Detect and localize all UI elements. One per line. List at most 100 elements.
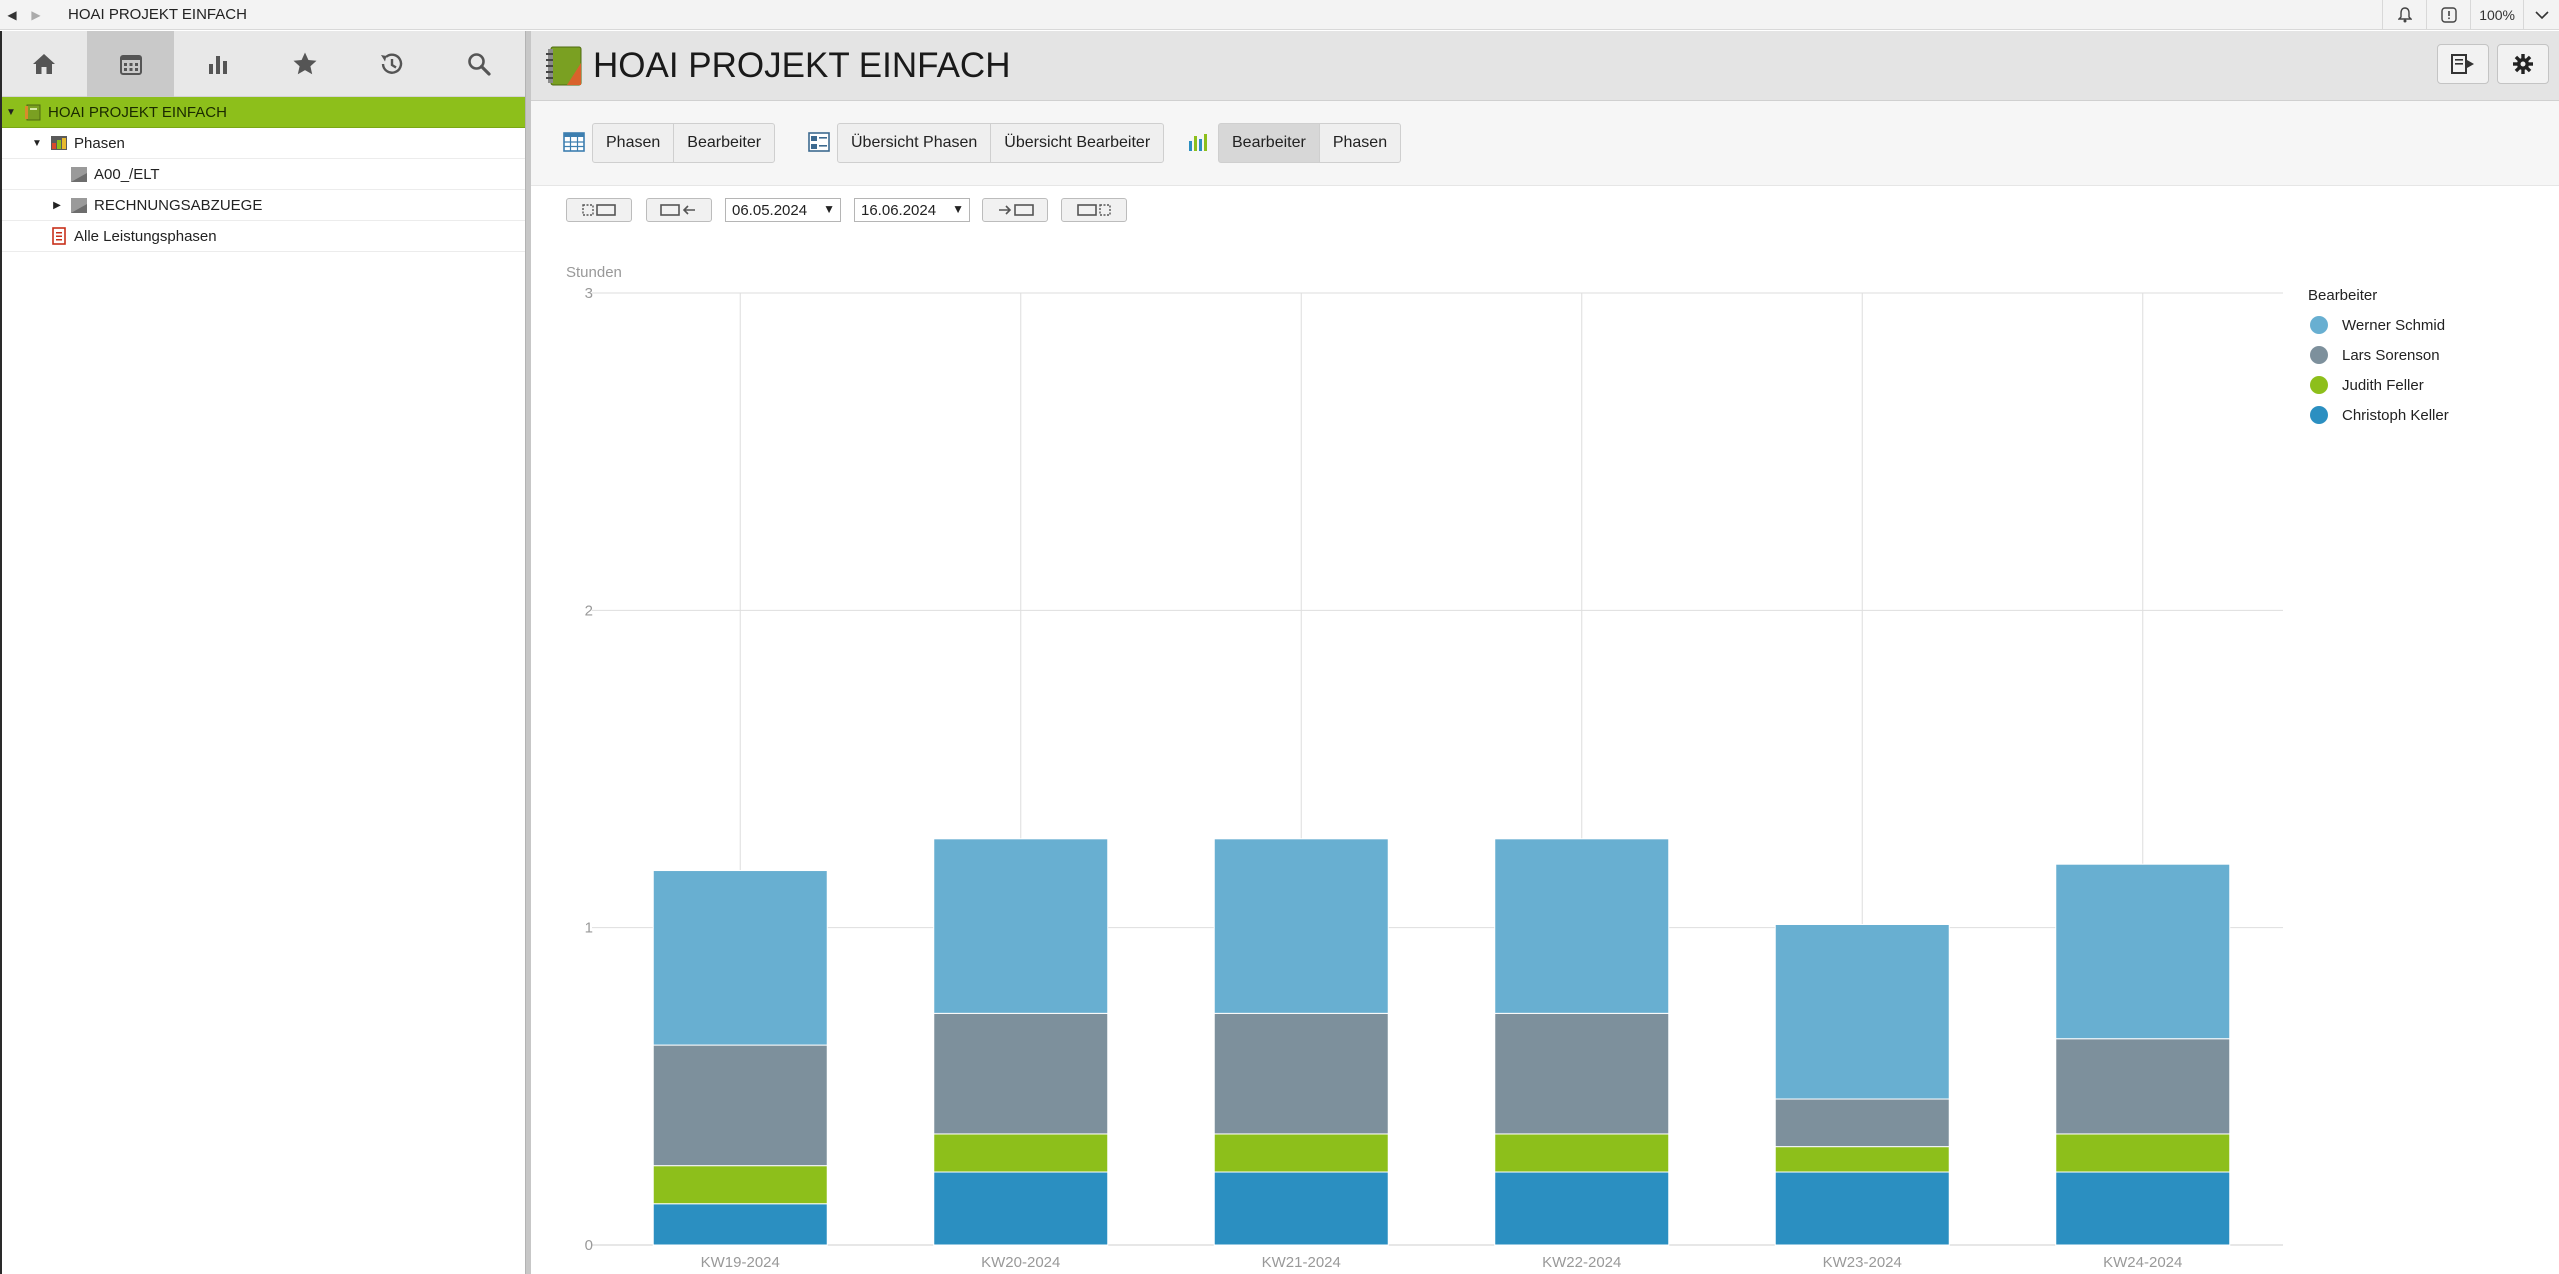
date-to-value: 16.06.2024 [861, 201, 937, 219]
x-tick-label: KW23-2024 [1823, 1254, 1902, 1271]
legend-swatch [2310, 406, 2328, 424]
bar-segment[interactable] [652, 1203, 828, 1246]
bar-segment[interactable] [1494, 838, 1670, 1014]
view-toolbar [531, 101, 2559, 186]
bar-segment[interactable] [2055, 1133, 2231, 1173]
date-from-value: 06.05.2024 [732, 201, 808, 219]
chart-view-group: Bearbeiter Phasen [1218, 123, 1402, 163]
expand-toggle-icon[interactable]: ▼ [6, 106, 16, 118]
legend-item[interactable]: Werner Schmid [2310, 310, 2449, 340]
forward-arrow-icon[interactable]: ▶ [31, 7, 41, 22]
x-tick-label: KW21-2024 [1262, 1254, 1341, 1271]
star-icon[interactable] [261, 31, 348, 97]
bar-segment[interactable] [2055, 1171, 2231, 1246]
zoom-level[interactable]: 100% [2470, 0, 2523, 30]
bar-segment[interactable] [1213, 1133, 1389, 1173]
tree-item-label: HOAI PROJEKT EINFACH [48, 103, 227, 121]
document-icon [50, 227, 68, 245]
export-button[interactable] [2437, 44, 2489, 84]
bell-icon[interactable] [2382, 0, 2426, 30]
previous-period-button[interactable] [646, 198, 712, 222]
overview-bearbeiter-button[interactable]: Übersicht Bearbeiter [990, 123, 1165, 163]
bar-segment[interactable] [933, 1133, 1109, 1173]
legend-label: Christoph Keller [2342, 406, 2449, 424]
chevron-down-icon: ▼ [823, 202, 835, 216]
tree-item-a00-elt[interactable]: A00_/ELT [0, 159, 525, 190]
table-view-group: Phasen Bearbeiter [592, 123, 776, 163]
overview-icon [808, 131, 832, 155]
bar-segment[interactable] [2055, 1038, 2231, 1135]
next-period-button[interactable] [982, 198, 1048, 222]
tree-item-project[interactable]: ▼ HOAI PROJEKT EINFACH [0, 97, 525, 128]
y-axis: 0 1 2 3 [585, 285, 593, 1254]
expand-toggle-icon[interactable]: ▶ [53, 199, 61, 211]
legend: Bearbeiter Werner Schmid Lars Sorenson Jud… [2308, 287, 2449, 430]
folder-icon [70, 196, 88, 214]
date-to-select[interactable]: 16.06.2024 ▼ [854, 198, 970, 222]
search-icon[interactable] [435, 31, 522, 97]
bar-segment[interactable] [1774, 1146, 1950, 1173]
x-tick-label: KW20-2024 [981, 1254, 1060, 1271]
x-tick-label: KW24-2024 [2103, 1254, 2182, 1271]
bar-segment[interactable] [652, 870, 828, 1046]
history-icon[interactable] [348, 31, 435, 97]
bar-segment[interactable] [1494, 1171, 1670, 1246]
calendar-icon[interactable] [87, 31, 174, 97]
legend-item[interactable]: Christoph Keller [2310, 400, 2449, 430]
legend-swatch [2310, 346, 2328, 364]
bar-segment[interactable] [1213, 838, 1389, 1014]
overview-phasen-button[interactable]: Übersicht Phasen [837, 123, 992, 163]
legend-swatch [2310, 376, 2328, 394]
legend-item[interactable]: Judith Feller [2310, 370, 2449, 400]
info-icon[interactable] [2426, 0, 2470, 30]
chevron-down-icon[interactable] [2523, 0, 2559, 30]
tree-item-rechnungsabzuege[interactable]: ▶ RECHNUNGSABZUEGE [0, 190, 525, 221]
chart-bearbeiter-button[interactable]: Bearbeiter [1218, 123, 1320, 163]
phases-icon [50, 134, 68, 152]
title-bar: ◀ ▶ HOAI PROJEKT EINFACH 100% [0, 0, 2559, 30]
y-tick-label: 2 [585, 602, 593, 619]
chart-phasen-button[interactable]: Phasen [1318, 123, 1402, 163]
bar-segment[interactable] [652, 1165, 828, 1205]
bar-segment[interactable] [1494, 1133, 1670, 1173]
bar-segment[interactable] [933, 1012, 1109, 1135]
tree-item-alle-leistungsphasen[interactable]: Alle Leistungsphasen [0, 221, 525, 252]
pane-splitter[interactable] [525, 31, 531, 1274]
bar-segment[interactable] [1213, 1171, 1389, 1246]
bar-segment[interactable] [1494, 1012, 1670, 1135]
legend-title: Bearbeiter [2308, 287, 2378, 304]
expand-toggle-icon[interactable]: ▼ [32, 137, 42, 149]
bar-segment[interactable] [933, 838, 1109, 1014]
settings-button[interactable] [2497, 44, 2549, 84]
bar-segment[interactable] [933, 1171, 1109, 1246]
legend-swatch [2310, 316, 2328, 334]
navigator-pane: ▼ HOAI PROJEKT EINFACH ▼ Phasen A00_/ELT… [0, 31, 525, 1274]
bars [652, 838, 2231, 1246]
notebook-icon [545, 45, 583, 87]
table-bearbeiter-button[interactable]: Bearbeiter [673, 123, 776, 163]
y-tick-label: 3 [585, 285, 593, 302]
table-icon [563, 131, 587, 155]
bar-segment[interactable] [1213, 1012, 1389, 1135]
window-title: HOAI PROJEKT EINFACH [68, 6, 247, 23]
back-arrow-icon[interactable]: ◀ [7, 7, 17, 22]
legend-label: Judith Feller [2342, 376, 2424, 394]
date-from-select[interactable]: 06.05.2024 ▼ [725, 198, 841, 222]
bar-segment[interactable] [1774, 923, 1950, 1100]
bar-segment[interactable] [1774, 1171, 1950, 1246]
page-title: HOAI PROJEKT EINFACH [593, 45, 1011, 85]
date-navigation: 06.05.2024 ▼ 16.06.2024 ▼ [0, 198, 2559, 226]
home-icon[interactable] [0, 31, 87, 97]
bar-segment[interactable] [1774, 1098, 1950, 1148]
table-phasen-button[interactable]: Phasen [592, 123, 675, 163]
jump-first-button[interactable] [566, 198, 632, 222]
tree-item-phasen[interactable]: ▼ Phasen [0, 128, 525, 159]
bar-segment[interactable] [652, 1044, 828, 1167]
bar-segment[interactable] [2055, 863, 2231, 1040]
jump-last-button[interactable] [1061, 198, 1127, 222]
legend-item[interactable]: Lars Sorenson [2310, 340, 2449, 370]
x-axis: KW19-2024 KW20-2024 KW21-2024 KW22-2024 KW23… [701, 1254, 2183, 1271]
x-tick-label: KW22-2024 [1542, 1254, 1621, 1271]
bar-chart-icon[interactable] [174, 31, 261, 97]
